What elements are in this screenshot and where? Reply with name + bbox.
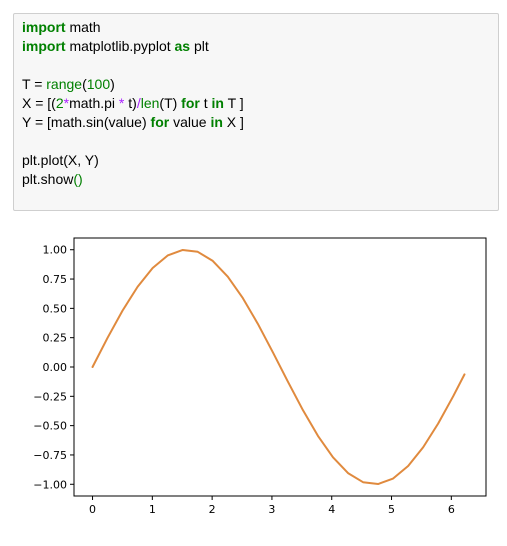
code-token: * xyxy=(63,95,70,111)
code-token: as xyxy=(174,38,191,54)
code-token: 2 xyxy=(55,95,64,111)
code-line xyxy=(22,56,498,75)
code-token: T ] xyxy=(223,95,244,111)
code-token: import xyxy=(22,19,66,35)
code-token: plt xyxy=(190,38,209,54)
code-token: T = xyxy=(22,76,47,92)
code-token: matplotlib.pyplot xyxy=(65,38,175,54)
code-token: for xyxy=(150,114,170,130)
code-line: plt.plot(X, Y) xyxy=(22,151,498,170)
code-token: 100 xyxy=(86,76,111,92)
code-line: plt.show() xyxy=(22,170,498,189)
plot-frame xyxy=(73,237,487,497)
x-tick-label: 5 xyxy=(388,503,395,516)
code-token: (T) xyxy=(159,95,182,111)
code-token: value xyxy=(169,114,211,130)
code-line: X = [(2*math.pi * t)/len(T) for t in T ] xyxy=(22,94,498,113)
line-chart: 1.00 0.75 0.50 0.25 0.00 −0.25 −0.50 −0.75 −1.00… xyxy=(33,237,487,516)
y-tick-label: −0.75 xyxy=(33,449,67,462)
code-token: plt.show xyxy=(22,171,74,187)
y-tick-label: −0.50 xyxy=(33,420,67,433)
code-token: for xyxy=(181,95,200,111)
code-token: import xyxy=(22,38,66,54)
code-token: X = [( xyxy=(22,95,56,111)
x-tick-label: 2 xyxy=(209,503,216,516)
code-token: () xyxy=(73,171,83,187)
code-line: T = range(100) xyxy=(22,75,498,94)
code-token: ) xyxy=(110,76,115,92)
x-tick-label: 3 xyxy=(268,503,275,516)
code-line: Y = [math.sin(value) for value in X ] xyxy=(22,113,498,132)
y-tick-label: 0.25 xyxy=(43,332,68,345)
y-tick-label: −1.00 xyxy=(33,478,67,491)
series-line xyxy=(91,248,466,486)
code-line: import matplotlib.pyplot as plt xyxy=(22,37,498,56)
code-token: * xyxy=(118,95,125,111)
code-token: math.pi xyxy=(69,95,119,111)
x-axis: 0 1 2 3 4 5 6 xyxy=(89,496,455,516)
y-tick-label: 0.00 xyxy=(43,361,68,374)
output-area: 1.00 0.75 0.50 0.25 0.00 −0.25 −0.50 −0.75 −1.00… xyxy=(0,230,507,541)
code-editor[interactable]: import math import matplotlib.pyplot as p… xyxy=(22,18,498,189)
code-token: in xyxy=(210,114,223,130)
code-token: len xyxy=(140,95,160,111)
code-token: t xyxy=(199,95,212,111)
code-line xyxy=(22,132,498,151)
y-tick-label: 0.75 xyxy=(43,273,68,286)
code-token: / xyxy=(136,95,141,111)
code-token: X ] xyxy=(222,114,244,130)
y-axis: 1.00 0.75 0.50 0.25 0.00 −0.25 −0.50 −0.75 −1.00 xyxy=(33,244,74,491)
code-token: in xyxy=(211,95,224,111)
code-cell[interactable]: import math import matplotlib.pyplot as p… xyxy=(13,13,499,211)
code-token: math xyxy=(65,19,101,35)
x-tick-label: 6 xyxy=(448,503,455,516)
x-tick-label: 0 xyxy=(89,503,96,516)
x-tick-label: 4 xyxy=(328,503,335,516)
code-token: Y = [math.sin(value) xyxy=(22,114,151,130)
code-token: t) xyxy=(124,95,137,111)
code-line: import math xyxy=(22,18,498,37)
code-token: ( xyxy=(82,76,87,92)
code-token: plt.plot(X, Y) xyxy=(22,152,99,168)
y-tick-label: −0.25 xyxy=(33,390,67,403)
code-token: range xyxy=(46,76,83,92)
y-tick-label: 1.00 xyxy=(43,244,68,257)
x-tick-label: 1 xyxy=(149,503,156,516)
y-tick-label: 0.50 xyxy=(43,302,68,315)
